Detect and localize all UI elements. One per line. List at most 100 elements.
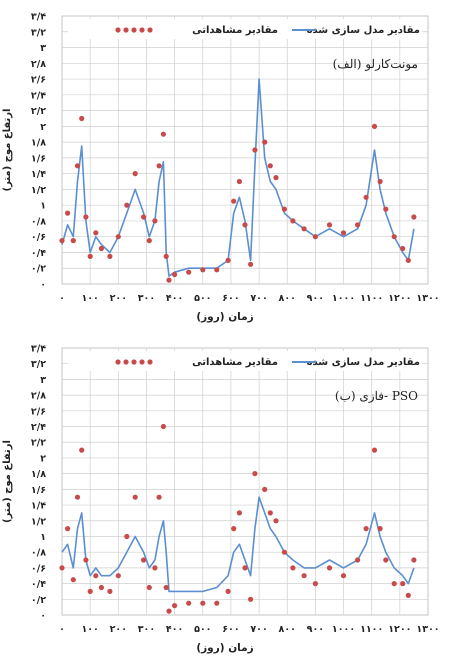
chart-0-x-tick-label: ۳۰۰ xyxy=(138,293,155,304)
chart-1-observed-point xyxy=(146,584,152,591)
chart-1-observed-point xyxy=(371,447,378,453)
chart-0-observed-point xyxy=(59,238,65,244)
chart-1-y-tick-label: ۲/۲ xyxy=(31,438,46,449)
chart-0-observed-point xyxy=(141,214,147,220)
chart-0-observed-point xyxy=(377,178,383,185)
chart-1-legend-label-observed: مقادیر مشاهداتی xyxy=(192,357,278,368)
chart-1-y-tick-label: ۳/۲ xyxy=(31,359,46,370)
chart-1-y-tick-label: ۱ xyxy=(40,532,46,543)
chart-1-observed-point xyxy=(411,557,417,563)
chart-1-x-tick-label: ۱۳۰۰ xyxy=(416,624,439,635)
chart-1-observed-point xyxy=(405,592,411,598)
chart-0-y-tick-label: ۲/۲ xyxy=(31,106,46,117)
chart-0-x-tick-label: ۱۱۰۰ xyxy=(360,293,383,304)
chart-0-observed-point xyxy=(363,194,369,200)
chart-0-x-tick-label: ۱۲۰۰ xyxy=(388,293,411,304)
chart-1-y-tick-label: ۲ xyxy=(40,453,46,464)
chart-1-x-tick-label: ۶۰۰ xyxy=(222,624,239,635)
chart-0-y-tick-label: ۰/۲ xyxy=(31,264,46,275)
chart-0-observed-point xyxy=(312,234,318,240)
chart-0-observed-point xyxy=(383,206,389,212)
chart-0-observed-point xyxy=(236,178,242,185)
chart-0-observed-point xyxy=(166,277,172,283)
chart-1-y-tick-label: ۰/۶ xyxy=(31,563,46,574)
chart-0-observed-point xyxy=(115,234,121,240)
chart-0-observed-point xyxy=(281,206,287,212)
chart-1-y-tick-label: ۱/۲ xyxy=(31,516,46,527)
chart-0-observed-point xyxy=(231,198,237,204)
chart-1-x-tick-label: ۸۰۰ xyxy=(279,624,296,635)
chart-1-x-tick-label: ۰ xyxy=(59,624,65,635)
chart-1-observed-point xyxy=(400,581,406,587)
chart-0-x-tick-label: ۱۰۰ xyxy=(81,293,98,304)
chart-1-observed-point xyxy=(290,565,296,571)
chart-0-y-tick-label: ۱/۶ xyxy=(31,153,46,164)
chart-0-observed-point xyxy=(65,210,71,216)
chart-0-x-tick-label: ۱۳۰۰ xyxy=(416,293,439,304)
chart-1-observed-point xyxy=(312,581,318,587)
chart-1-legend-label-modeled: مقادیر مدل سازی شده xyxy=(307,357,420,368)
chart-1-observed-point xyxy=(83,557,89,563)
chart-1-observed-point xyxy=(252,471,258,477)
chart-0-observed-point xyxy=(411,214,417,220)
chart-0-y-tick-label: ۰/۴ xyxy=(31,248,46,259)
chart-1-y-tick-label: ۱/۴ xyxy=(31,501,46,512)
chart-0-observed-point xyxy=(225,257,231,263)
chart-1-observed-point xyxy=(107,588,113,594)
chart-0-legend-swatch-observed xyxy=(115,27,121,33)
chart-0-observed-point xyxy=(391,234,397,240)
chart-0-plot-area xyxy=(61,15,429,285)
chart-0-legend-box xyxy=(68,19,422,39)
chart-0-x-tick-label: ۴۰۰ xyxy=(166,293,183,304)
chart-1-legend-swatch-observed xyxy=(139,359,145,365)
chart-0-x-tick-label: ۱۰۰۰ xyxy=(332,293,355,304)
chart-0-y-tick-label: ۳/۲ xyxy=(31,27,46,38)
chart-1-observed-point xyxy=(186,600,192,606)
chart-b-svg: ۰ ۰/۲ ۰/۴ ۰/۶ ۰/۸ ۱ ۱/۲ ۱/۴ ۱/۶ ۱/۸ ۲ ۲/۲ ۲/۴ ۲/۶ ۲/۸ ۳… xyxy=(2,344,440,655)
chart-0-observed-point xyxy=(371,123,378,129)
chart-1-observed-point xyxy=(156,494,162,500)
chart-0-y-tick-label: ۲/۸ xyxy=(31,59,46,70)
chart-0-observed-point xyxy=(132,171,138,177)
chart-0-y-tick-label: ۱/۲ xyxy=(31,185,46,196)
chart-0-observed-point xyxy=(98,245,104,252)
chart-0-y-tick-label: ۳/۴ xyxy=(31,12,46,23)
chart-0-observed-point xyxy=(273,175,279,181)
chart-1-panel-title: (ب) فازی- PSO xyxy=(335,389,418,403)
chart-1-observed-point xyxy=(160,423,166,430)
chart-1-y-tick-label: ۱/۶ xyxy=(31,485,46,496)
chart-0-observed-point xyxy=(70,238,76,244)
chart-0-panel-title: (الف) مونت‌کارلو xyxy=(333,57,418,71)
chart-1-observed-point xyxy=(59,565,65,571)
chart-0-observed-point xyxy=(200,267,206,273)
chart-panel-a: ۰ ۰/۲ ۰/۴ ۰/۶ ۰/۸ ۱ ۱/۲ ۱/۴ ۱/۶ ۱/۸ ۲ ۲/۲ ۲/۴ ۲/۶ ۲/۸ ۳… xyxy=(0,0,457,330)
chart-0-x-tick-label: ۰ xyxy=(59,293,65,304)
chart-0-x-axis-label: زمان (روز) xyxy=(196,311,253,323)
chart-1-observed-point xyxy=(242,565,248,571)
chart-0-observed-point xyxy=(79,115,85,122)
chart-0-legend-swatch-observed xyxy=(131,27,137,33)
chart-1-observed-point xyxy=(248,596,254,602)
chart-1-x-tick-label: ۳۰۰ xyxy=(138,624,155,635)
chart-1-observed-point xyxy=(70,577,76,583)
chart-a-svg: ۰ ۰/۲ ۰/۴ ۰/۶ ۰/۸ ۱ ۱/۲ ۱/۴ ۱/۶ ۱/۸ ۲ ۲/۲ ۲/۴ ۲/۶ ۲/۸ ۳… xyxy=(2,12,440,324)
chart-1-observed-point xyxy=(267,510,273,516)
chart-0-observed-point xyxy=(252,147,258,153)
chart-1-observed-point xyxy=(152,565,158,571)
chart-1-x-tick-label: ۷۰۰ xyxy=(250,624,267,635)
chart-0-observed-point xyxy=(186,269,192,275)
chart-1-x-tick-label: ۲۰۰ xyxy=(110,624,127,635)
chart-1-plot-area xyxy=(61,347,429,616)
chart-0-x-tick-label: ۵۰۰ xyxy=(194,293,211,304)
chart-1-legend-swatch-observed xyxy=(115,359,121,365)
chart-1-observed-point xyxy=(262,486,268,492)
chart-1-y-tick-label: ۲/۶ xyxy=(31,406,46,417)
chart-0-observed-point xyxy=(326,222,333,228)
chart-0-y-tick-label: ۱/۸ xyxy=(31,138,46,149)
chart-1-y-tick-label: ۲/۴ xyxy=(31,422,46,433)
chart-0-observed-point xyxy=(290,218,296,224)
chart-0-legend-label-modeled: مقادیر مدل سازی شده xyxy=(307,25,420,36)
chart-1-x-tick-label: ۱۰۰ xyxy=(81,624,98,635)
chart-0-observed-point xyxy=(83,214,89,220)
chart-1-observed-point xyxy=(163,584,169,591)
